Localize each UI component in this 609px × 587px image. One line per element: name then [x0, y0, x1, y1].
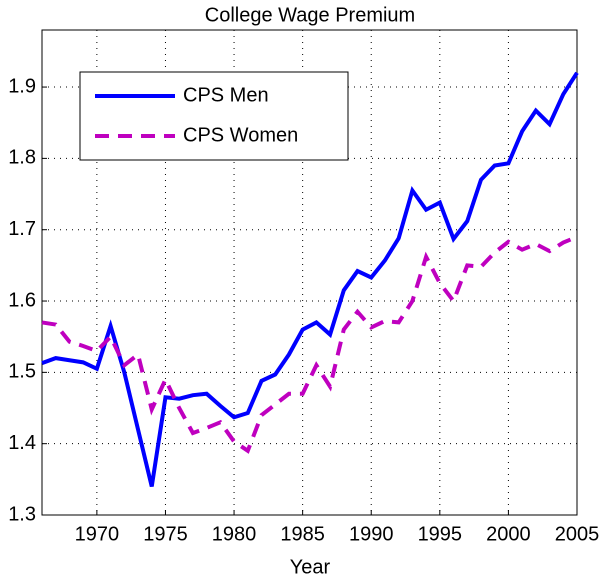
- x-tick-label: 1980: [212, 523, 257, 545]
- x-tick-label: 1995: [418, 523, 463, 545]
- x-tick-label: 1975: [143, 523, 188, 545]
- y-tick-label: 1.9: [8, 75, 36, 97]
- y-tick-label: 1.6: [8, 289, 36, 311]
- y-tick-label: 1.5: [8, 361, 36, 383]
- y-tick-label: 1.4: [8, 432, 36, 454]
- x-tick-label: 1990: [349, 523, 394, 545]
- x-tick-label: 2005: [555, 523, 600, 545]
- chart-title: College Wage Premium: [205, 4, 415, 26]
- y-tick-label: 1.7: [8, 218, 36, 240]
- x-tick-label: 1970: [75, 523, 120, 545]
- x-axis-label: Year: [290, 556, 331, 578]
- plot-frame: [41, 29, 578, 516]
- legend-box: [79, 71, 349, 161]
- x-tick-label: 2000: [486, 523, 531, 545]
- series-line: [41, 234, 578, 454]
- series-line: [41, 71, 579, 487]
- legend-label: CPS Men: [183, 84, 269, 106]
- y-tick-label: 1.8: [8, 147, 36, 169]
- x-tick-label: 1985: [280, 523, 325, 545]
- legend-label: CPS Women: [183, 124, 298, 146]
- y-tick-label: 1.3: [8, 503, 36, 525]
